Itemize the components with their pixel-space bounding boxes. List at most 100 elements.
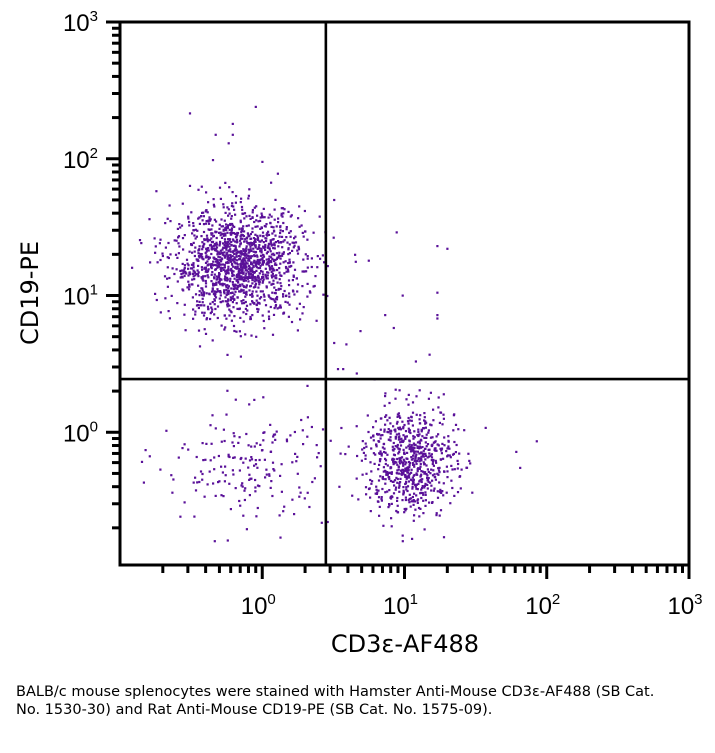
data-point (285, 438, 288, 441)
data-point (262, 234, 265, 238)
data-point (274, 258, 277, 262)
data-point (259, 290, 262, 293)
data-point-outlier (392, 326, 395, 330)
data-point (270, 480, 273, 483)
data-point (214, 307, 217, 311)
data-point (254, 244, 257, 247)
data-point (243, 266, 246, 269)
data-point (239, 316, 242, 319)
data-point (264, 304, 268, 307)
data-point (378, 514, 381, 517)
data-point (251, 263, 254, 266)
data-point (233, 261, 236, 264)
data-point (304, 253, 307, 256)
data-point (280, 207, 283, 210)
data-point (424, 504, 427, 507)
data-point (200, 291, 203, 294)
data-point (405, 461, 408, 464)
data-point (395, 461, 398, 464)
data-point (431, 460, 435, 463)
data-point (212, 260, 215, 263)
data-point (391, 495, 394, 499)
data-point (236, 259, 239, 262)
data-point (394, 488, 397, 491)
data-point (234, 232, 237, 235)
data-point (224, 254, 227, 257)
data-point (220, 440, 223, 443)
data-point (228, 186, 231, 189)
data-point (292, 274, 295, 277)
data-point (270, 256, 273, 259)
x-axis-title: CD3ε-AF488 (331, 630, 479, 658)
data-point (296, 249, 299, 252)
data-point (423, 486, 426, 489)
data-point (205, 191, 208, 194)
data-point (261, 231, 265, 234)
data-point (254, 261, 257, 265)
data-point (277, 217, 280, 220)
data-point (255, 515, 258, 518)
data-point (378, 463, 381, 466)
data-point (279, 257, 282, 260)
data-point (233, 435, 236, 438)
data-point (374, 420, 377, 423)
data-point (232, 324, 236, 328)
data-point (258, 302, 261, 305)
data-point (268, 242, 271, 245)
data-point (190, 283, 193, 286)
data-point (384, 478, 387, 481)
data-point (176, 256, 179, 259)
data-point (384, 392, 387, 395)
data-point (436, 472, 439, 475)
data-point (401, 540, 404, 543)
data-point (247, 280, 250, 283)
data-point (283, 208, 286, 211)
data-point (422, 512, 425, 515)
data-point (274, 438, 277, 441)
data-point (375, 488, 378, 491)
data-point (245, 253, 248, 256)
data-point (213, 293, 216, 296)
data-point (228, 242, 231, 245)
data-point (312, 231, 315, 234)
data-point (427, 480, 430, 483)
data-point (270, 270, 273, 273)
data-point (204, 332, 208, 335)
data-point (220, 251, 223, 254)
data-point (299, 318, 302, 321)
data-point (224, 240, 227, 243)
data-point (254, 478, 257, 482)
data-point (223, 439, 226, 443)
data-point (206, 240, 209, 243)
data-point (289, 235, 292, 238)
data-point (219, 231, 222, 234)
data-point (225, 289, 228, 292)
data-point (201, 301, 204, 304)
data-point (377, 479, 381, 482)
data-point (268, 295, 271, 298)
data-point (240, 262, 243, 265)
data-point (192, 317, 195, 320)
data-point (419, 492, 422, 495)
data-point (222, 242, 225, 245)
data-point (210, 310, 213, 313)
data-point (425, 436, 428, 439)
data-point (202, 293, 205, 296)
data-point (201, 257, 204, 260)
data-point (217, 261, 220, 265)
data-point (255, 442, 258, 445)
data-point (383, 428, 386, 431)
data-point (194, 228, 197, 231)
data-point (166, 266, 169, 269)
data-point (176, 302, 179, 305)
data-point (398, 490, 401, 493)
data-point (226, 353, 229, 356)
data-point (266, 263, 269, 266)
data-point (215, 241, 218, 244)
data-point (215, 246, 219, 249)
data-point (247, 242, 250, 245)
data-point (254, 277, 257, 281)
data-point (399, 469, 402, 472)
data-point (240, 251, 243, 254)
data-point (309, 291, 312, 294)
